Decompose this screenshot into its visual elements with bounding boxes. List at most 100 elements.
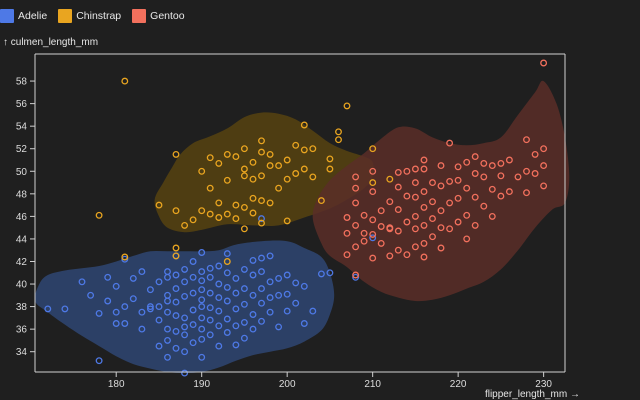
point-adelie	[181, 331, 189, 339]
point-chinstrap	[172, 244, 180, 252]
point-chinstrap	[317, 197, 325, 205]
point-adelie	[206, 331, 214, 339]
point-gentoo	[377, 223, 385, 230]
point-gentoo	[463, 211, 471, 219]
point-gentoo	[471, 193, 479, 201]
point-adelie	[181, 314, 189, 322]
point-chinstrap	[258, 197, 265, 205]
point-chinstrap	[283, 156, 291, 164]
point-adelie	[223, 269, 231, 277]
point-adelie	[198, 286, 206, 294]
point-gentoo	[540, 145, 548, 153]
point-chinstrap	[206, 210, 214, 218]
point-adelie	[206, 289, 214, 297]
point-adelie	[240, 318, 248, 326]
point-gentoo	[505, 156, 513, 164]
point-gentoo	[377, 239, 385, 247]
point-adelie	[266, 252, 274, 260]
point-gentoo	[420, 188, 428, 196]
point-chinstrap	[326, 155, 334, 163]
point-adelie	[164, 336, 171, 344]
point-gentoo	[352, 173, 360, 181]
legend-label-gentoo: Gentoo	[150, 10, 185, 22]
point-adelie	[249, 325, 257, 333]
region-gentoo	[312, 80, 570, 302]
legend-item-adelie[interactable]: Adelie	[0, 9, 47, 23]
point-adelie	[138, 325, 146, 333]
point-adelie	[87, 291, 95, 299]
point-adelie	[61, 305, 69, 313]
point-chinstrap	[198, 207, 206, 215]
point-adelie	[206, 316, 214, 324]
x-axis-label: flipper_length_mm →	[485, 389, 580, 400]
point-chinstrap	[240, 145, 248, 153]
point-adelie	[215, 322, 223, 330]
point-adelie	[232, 322, 240, 330]
point-gentoo	[394, 246, 402, 254]
point-chinstrap	[206, 184, 214, 192]
point-chinstrap	[172, 150, 180, 158]
point-adelie	[215, 307, 223, 315]
point-adelie	[181, 278, 189, 286]
point-chinstrap	[258, 172, 265, 180]
point-adelie	[198, 353, 206, 361]
point-chinstrap	[240, 165, 248, 173]
point-adelie	[181, 323, 189, 331]
point-adelie	[146, 286, 154, 294]
point-gentoo	[420, 253, 428, 261]
point-gentoo	[386, 198, 394, 206]
point-chinstrap	[249, 209, 257, 217]
point-adelie	[258, 317, 265, 325]
point-gentoo	[369, 216, 377, 224]
point-adelie	[249, 271, 257, 279]
point-adelie	[258, 285, 265, 293]
point-adelie	[181, 292, 189, 300]
point-adelie	[164, 268, 171, 276]
point-chinstrap	[232, 153, 240, 161]
point-adelie	[104, 297, 112, 305]
point-gentoo	[446, 199, 454, 207]
point-chinstrap	[232, 201, 240, 209]
point-gentoo	[437, 182, 445, 190]
point-chinstrap	[172, 207, 180, 215]
point-adelie	[44, 305, 52, 313]
point-gentoo	[411, 225, 419, 233]
point-adelie	[215, 342, 223, 350]
point-gentoo	[352, 184, 360, 192]
point-gentoo	[394, 227, 402, 235]
point-gentoo	[514, 173, 522, 181]
point-chinstrap	[309, 145, 317, 153]
legend-item-chinstrap[interactable]: Chinstrap	[58, 9, 121, 23]
point-adelie	[164, 325, 171, 333]
point-adelie	[317, 270, 325, 278]
point-chinstrap	[198, 167, 206, 175]
point-adelie	[206, 273, 214, 281]
region-adelie	[34, 240, 335, 374]
point-adelie	[258, 254, 265, 262]
point-adelie	[206, 304, 214, 312]
point-adelie	[326, 269, 334, 277]
point-gentoo	[343, 229, 351, 237]
point-adelie	[266, 294, 274, 302]
point-adelie	[275, 274, 283, 282]
point-adelie	[223, 329, 231, 336]
point-adelie	[223, 297, 231, 305]
point-gentoo	[343, 251, 351, 259]
point-adelie	[249, 256, 257, 264]
point-chinstrap	[258, 219, 265, 227]
point-chinstrap	[369, 145, 377, 153]
point-adelie	[198, 314, 206, 322]
point-adelie	[164, 353, 171, 361]
point-adelie	[215, 262, 223, 270]
legend-item-gentoo[interactable]: Gentoo	[132, 9, 185, 23]
y-tick-label: 34	[16, 347, 28, 358]
point-adelie	[189, 258, 197, 265]
point-chinstrap	[232, 215, 240, 223]
point-adelie	[352, 273, 360, 281]
y-tick-label: 54	[16, 122, 28, 133]
point-gentoo	[497, 172, 505, 180]
point-adelie	[258, 268, 265, 276]
point-adelie	[146, 305, 154, 313]
point-gentoo	[420, 239, 428, 247]
point-adelie	[283, 271, 291, 279]
